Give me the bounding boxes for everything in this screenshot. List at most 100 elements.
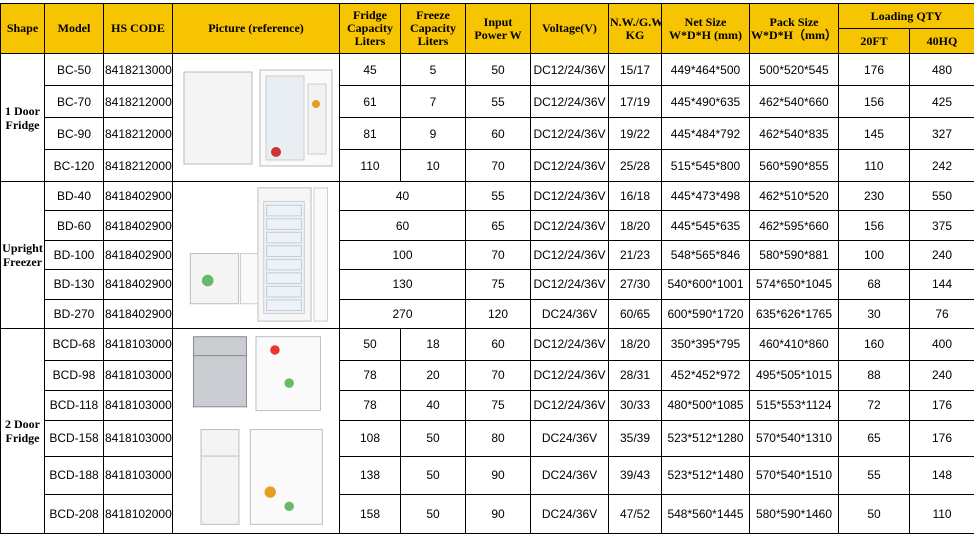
cell: 61 — [339, 85, 401, 118]
cell: 28/31 — [608, 359, 662, 391]
column-subheader: 20FT — [838, 28, 910, 54]
cell: 523*512*1480 — [661, 455, 750, 495]
cell: 350*395*795 — [661, 327, 750, 361]
cell: BCD-98 — [44, 359, 104, 391]
cell: 540*600*1001 — [661, 269, 750, 300]
cell: BD-130 — [44, 269, 104, 300]
column-header: Freeze Capacity Liters — [400, 3, 466, 54]
cell: 138 — [339, 455, 401, 495]
cell: 27/30 — [608, 269, 662, 300]
cell: 72 — [838, 389, 910, 421]
cell: 8418103000 — [103, 419, 173, 457]
cell: 110 — [908, 493, 974, 534]
cell: 495*505*1015 — [749, 359, 839, 391]
spec-table: Shape Model HS CODE Picture (reference) Frid… — [0, 3, 974, 534]
cell: 40 — [400, 389, 466, 421]
column-header: Pack Size W*D*H（mm） — [749, 3, 839, 54]
column-subheader: 40HQ — [908, 28, 974, 54]
cell: 548*560*1445 — [661, 493, 750, 534]
cell: DC24/36V — [530, 493, 609, 534]
cell: 445*490*635 — [661, 85, 750, 118]
shape-cell: 1 Door Fridge — [0, 53, 45, 182]
cell: 68 — [838, 269, 910, 300]
cell: 20 — [400, 359, 466, 391]
cell: 375 — [908, 210, 974, 241]
cell: DC12/24/36V — [530, 210, 609, 241]
cell: 39/43 — [608, 455, 662, 495]
cell: 8418102000 — [103, 493, 173, 534]
column-header: Model — [44, 3, 104, 54]
column-header: Loading QTY — [837, 3, 974, 29]
cell: BD-60 — [44, 210, 104, 241]
cell: 21/23 — [608, 239, 662, 271]
cell: 8418402900 — [103, 210, 173, 241]
cell: 81 — [339, 117, 401, 150]
cell: BCD-208 — [44, 493, 104, 534]
cell: 8418212000 — [103, 149, 173, 182]
cell: 90 — [465, 455, 531, 495]
cell: 8418402900 — [103, 180, 173, 212]
cell: 80 — [465, 419, 531, 457]
cell: 8418212000 — [103, 117, 173, 150]
cell: 462*540*660 — [749, 85, 839, 118]
cell: BCD-158 — [44, 419, 104, 457]
cell: BC-90 — [44, 117, 104, 150]
cell: 15/17 — [608, 53, 662, 86]
cell: 515*553*1124 — [749, 389, 839, 421]
cell: 25/28 — [608, 149, 662, 182]
cell: DC24/36V — [530, 298, 609, 329]
cell: 145 — [838, 117, 910, 150]
cell: 550 — [908, 180, 974, 212]
product-image — [183, 69, 333, 166]
cell: 8418402900 — [103, 298, 173, 329]
cell: 400 — [908, 327, 974, 361]
cell: 17/19 — [608, 85, 662, 118]
cell: 35/39 — [608, 419, 662, 457]
cell: 156 — [838, 85, 910, 118]
cell: 40 — [339, 180, 466, 212]
cell: 30/33 — [608, 389, 662, 421]
cell: 90 — [465, 493, 531, 534]
cell: 144 — [908, 269, 974, 300]
cell: 88 — [838, 359, 910, 391]
cell: 148 — [908, 455, 974, 495]
cell: 60/65 — [608, 298, 662, 329]
cell: 50 — [400, 493, 466, 534]
product-image — [192, 336, 323, 526]
cell: 480*500*1085 — [661, 389, 750, 421]
cell: 176 — [838, 53, 910, 86]
picture-cell — [172, 181, 340, 329]
cell: BC-120 — [44, 149, 104, 182]
cell: 47/52 — [608, 493, 662, 534]
cell: 18 — [400, 327, 466, 361]
cell: 574*650*1045 — [749, 269, 839, 300]
column-header: Picture (reference) — [172, 3, 340, 54]
cell: 8418103000 — [103, 359, 173, 391]
cell: 560*590*855 — [749, 149, 839, 182]
cell: 120 — [465, 298, 531, 329]
cell: DC24/36V — [530, 455, 609, 495]
cell: 108 — [339, 419, 401, 457]
column-header: HS CODE — [103, 3, 173, 54]
column-header: Input Power W — [465, 3, 531, 54]
cell: BCD-188 — [44, 455, 104, 495]
cell: 460*410*860 — [749, 327, 839, 361]
cell: 500*520*545 — [749, 53, 839, 86]
cell: 76 — [908, 298, 974, 329]
cell: 270 — [339, 298, 466, 329]
cell: DC12/24/36V — [530, 389, 609, 421]
cell: 78 — [339, 389, 401, 421]
cell: 8418212000 — [103, 85, 173, 118]
cell: 100 — [838, 239, 910, 271]
cell: 8418103000 — [103, 389, 173, 421]
cell: 9 — [400, 117, 466, 150]
cell: 445*545*635 — [661, 210, 750, 241]
cell: 445*473*498 — [661, 180, 750, 212]
cell: 8418103000 — [103, 455, 173, 495]
cell: 462*510*520 — [749, 180, 839, 212]
cell: 425 — [908, 85, 974, 118]
column-header: N.W./G.W. KG — [608, 3, 662, 54]
cell: BD-40 — [44, 180, 104, 212]
cell: 5 — [400, 53, 466, 86]
